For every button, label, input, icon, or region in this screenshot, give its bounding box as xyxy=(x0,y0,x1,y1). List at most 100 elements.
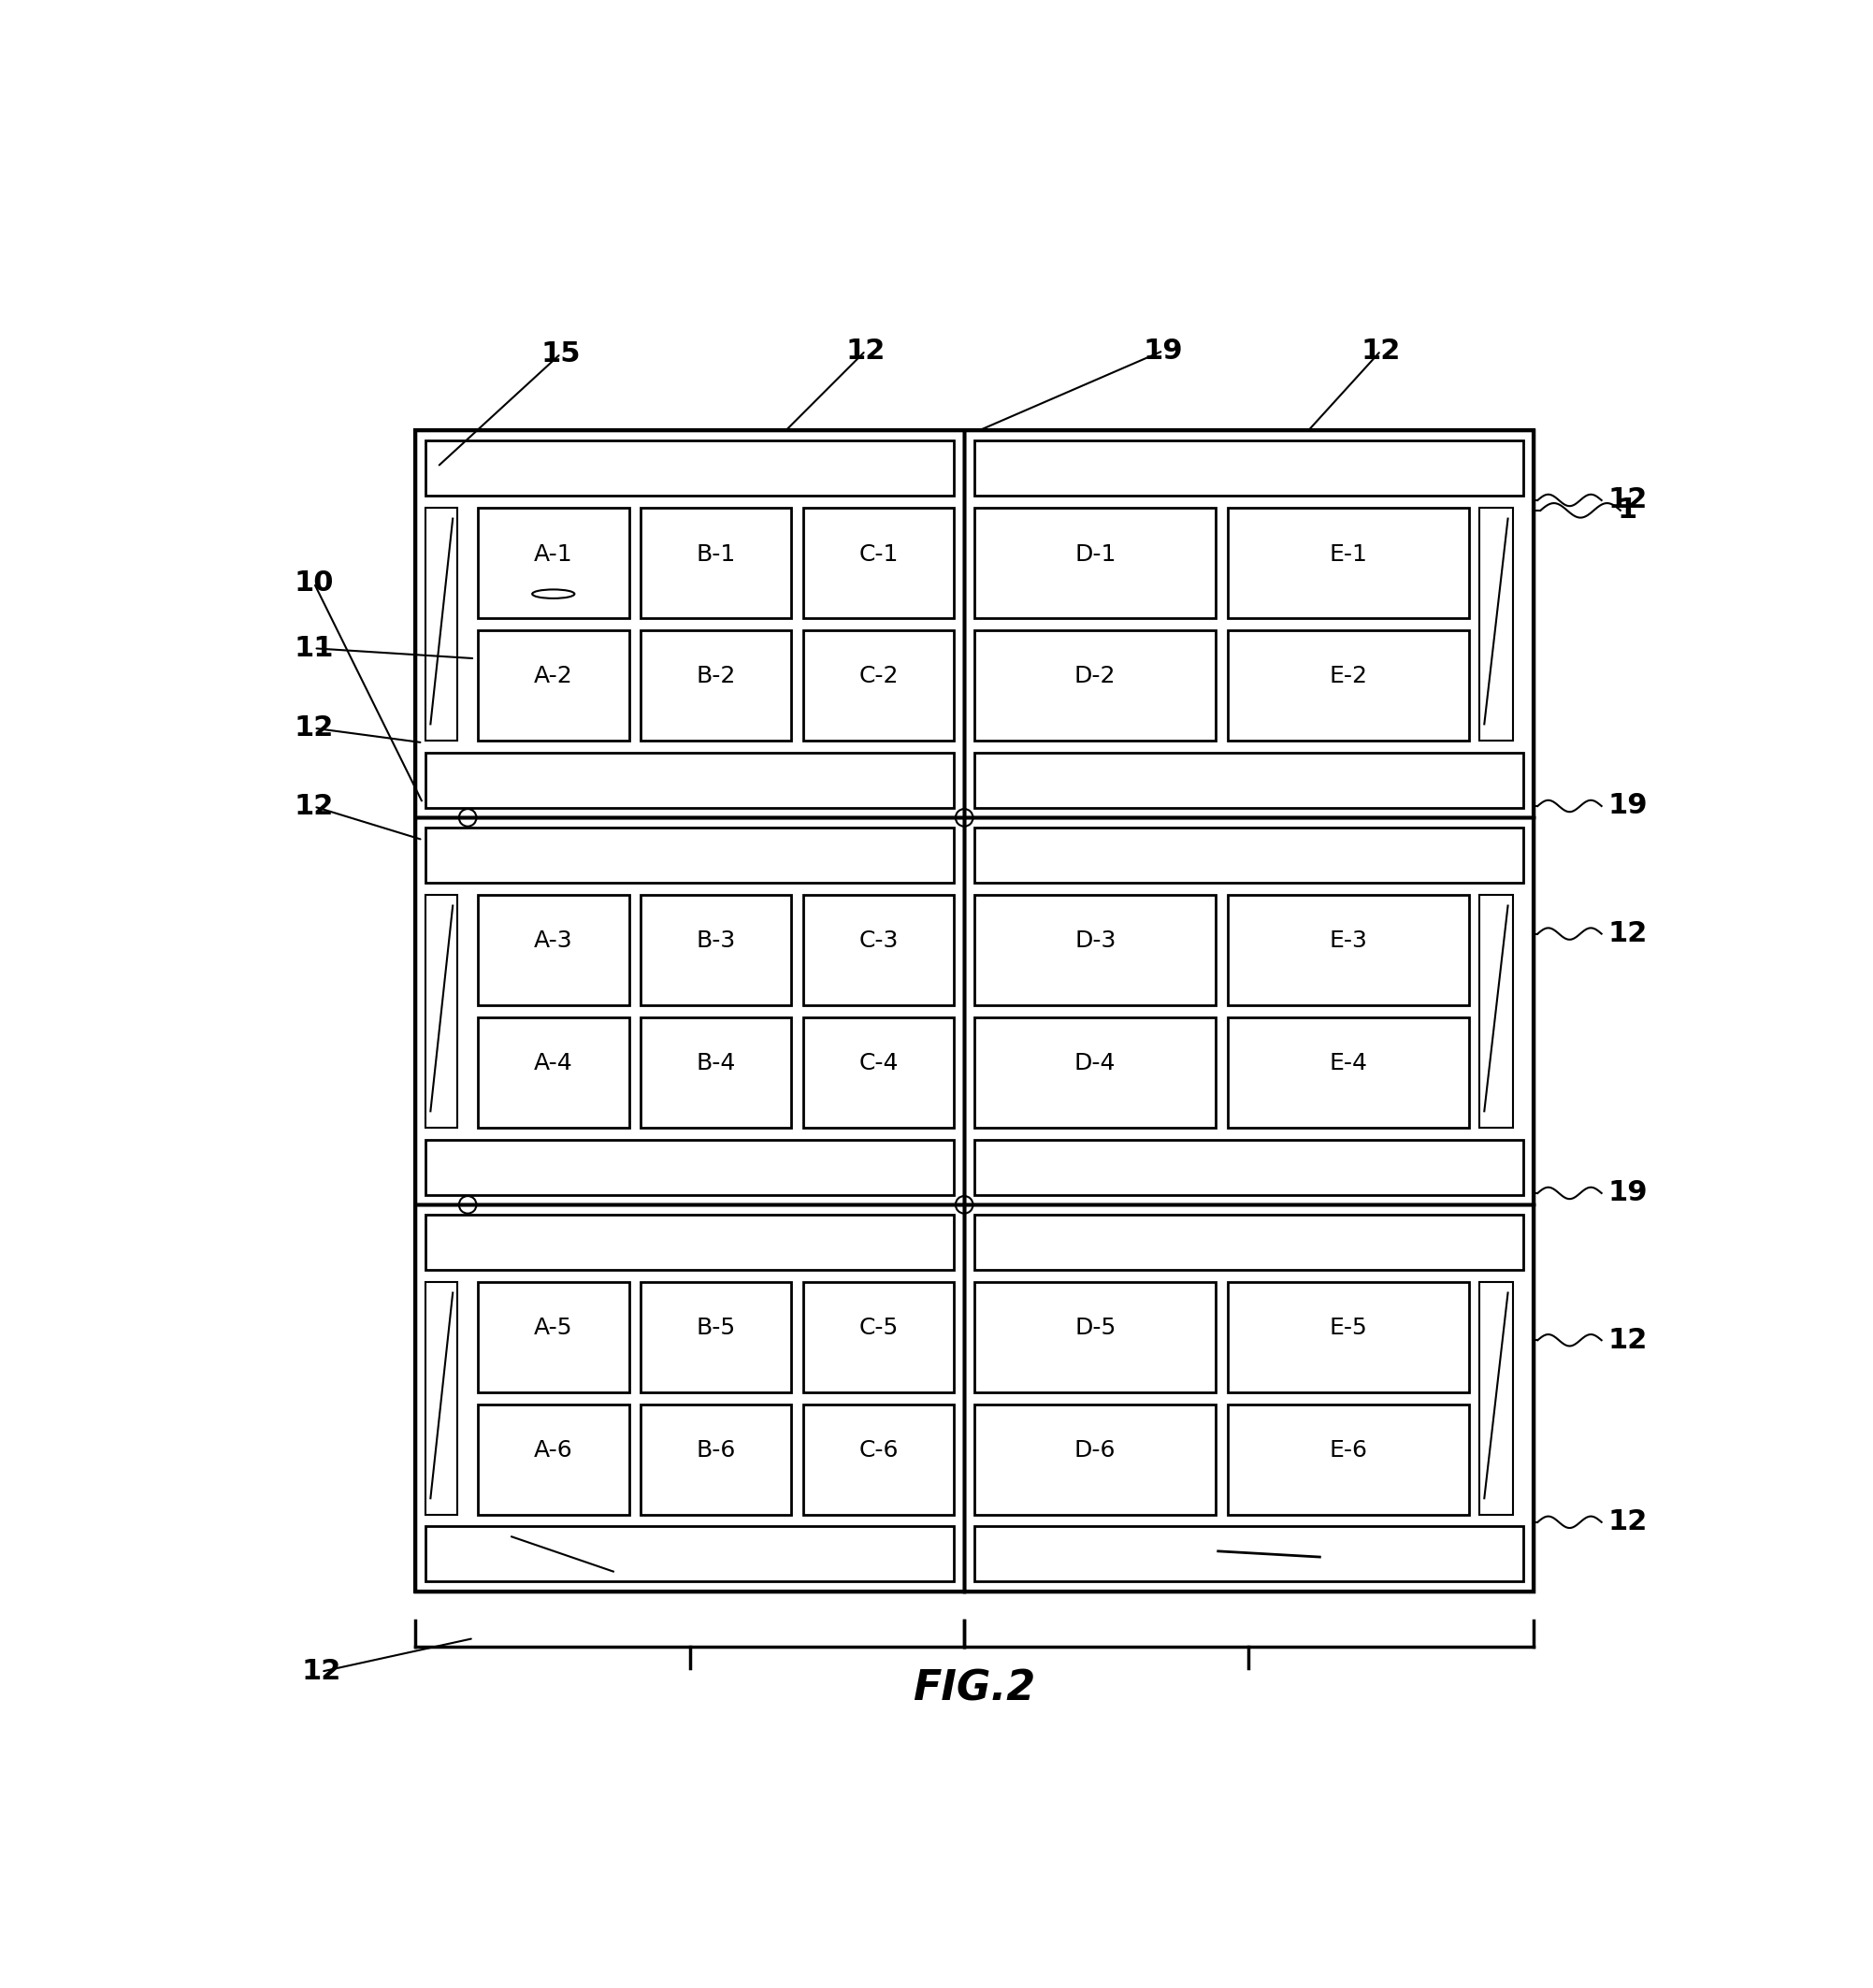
Text: 12: 12 xyxy=(847,338,886,364)
Bar xyxy=(974,630,1216,742)
Text: D-5: D-5 xyxy=(1075,1316,1116,1340)
Bar xyxy=(965,431,1534,817)
Bar xyxy=(425,441,953,495)
Bar xyxy=(804,630,953,742)
Bar xyxy=(641,1018,792,1127)
Bar xyxy=(416,1205,965,1592)
Bar xyxy=(425,1139,953,1195)
Text: B-3: B-3 xyxy=(697,930,736,952)
Bar xyxy=(641,1282,792,1392)
Bar xyxy=(1227,1404,1468,1515)
Bar xyxy=(1227,1018,1468,1127)
Text: 1: 1 xyxy=(1618,497,1637,525)
Text: 12: 12 xyxy=(294,793,333,821)
Bar xyxy=(425,1282,457,1515)
Bar xyxy=(1227,895,1468,1006)
Text: B-6: B-6 xyxy=(697,1439,736,1461)
Text: A-1: A-1 xyxy=(534,543,573,565)
Bar xyxy=(641,630,792,742)
Bar xyxy=(1480,895,1513,1127)
Text: 11: 11 xyxy=(294,634,333,662)
Bar xyxy=(965,817,1534,1205)
Text: C-5: C-5 xyxy=(860,1316,899,1340)
Text: E-6: E-6 xyxy=(1330,1439,1367,1461)
Bar xyxy=(974,1018,1216,1127)
Text: 10: 10 xyxy=(294,569,333,596)
Bar xyxy=(416,431,965,817)
Text: 12: 12 xyxy=(1607,920,1648,948)
Text: B-5: B-5 xyxy=(697,1316,736,1340)
Bar xyxy=(425,751,953,807)
Bar xyxy=(641,1404,792,1515)
Bar xyxy=(425,1527,953,1582)
Bar xyxy=(804,1404,953,1515)
Bar xyxy=(478,630,629,742)
Text: 19: 19 xyxy=(1143,338,1184,364)
Bar xyxy=(1480,1282,1513,1515)
Bar xyxy=(974,1215,1523,1270)
Bar xyxy=(478,1404,629,1515)
Text: FIG.2: FIG.2 xyxy=(912,1670,1036,1710)
Bar xyxy=(974,441,1523,495)
Text: D-3: D-3 xyxy=(1075,930,1116,952)
Text: 19: 19 xyxy=(1607,1179,1648,1207)
Bar xyxy=(804,1282,953,1392)
Text: B-4: B-4 xyxy=(697,1052,736,1076)
Bar xyxy=(425,1215,953,1270)
Bar xyxy=(1227,507,1468,618)
Bar xyxy=(965,1205,1534,1592)
Bar xyxy=(425,827,953,883)
Text: C-2: C-2 xyxy=(858,666,899,688)
Bar xyxy=(974,1139,1523,1195)
Bar xyxy=(425,895,457,1127)
Bar xyxy=(425,507,457,742)
Bar xyxy=(974,895,1216,1006)
Text: B-2: B-2 xyxy=(697,666,736,688)
Text: 19: 19 xyxy=(1607,793,1648,819)
Bar xyxy=(1227,1282,1468,1392)
Bar xyxy=(974,827,1523,883)
Text: A-5: A-5 xyxy=(534,1316,573,1340)
Text: E-5: E-5 xyxy=(1330,1316,1367,1340)
Bar xyxy=(804,507,953,618)
Bar xyxy=(804,895,953,1006)
Text: A-4: A-4 xyxy=(534,1052,573,1076)
Text: D-4: D-4 xyxy=(1075,1052,1116,1076)
Text: A-3: A-3 xyxy=(534,930,573,952)
Text: 12: 12 xyxy=(1607,487,1648,513)
Text: C-6: C-6 xyxy=(858,1439,899,1461)
Text: E-3: E-3 xyxy=(1330,930,1367,952)
Bar xyxy=(478,895,629,1006)
Text: B-1: B-1 xyxy=(697,543,736,565)
Text: D-6: D-6 xyxy=(1075,1439,1116,1461)
Text: 12: 12 xyxy=(294,714,333,742)
Text: A-6: A-6 xyxy=(534,1439,573,1461)
Text: 12: 12 xyxy=(1607,1509,1648,1535)
Text: C-1: C-1 xyxy=(860,543,899,565)
Bar xyxy=(974,751,1523,807)
Bar xyxy=(974,507,1216,618)
Bar xyxy=(974,1282,1216,1392)
Bar xyxy=(641,507,792,618)
Text: C-3: C-3 xyxy=(860,930,899,952)
Text: E-1: E-1 xyxy=(1330,543,1367,565)
Text: C-4: C-4 xyxy=(858,1052,899,1076)
Text: D-1: D-1 xyxy=(1075,543,1116,565)
Text: 12: 12 xyxy=(1607,1326,1648,1354)
Text: E-4: E-4 xyxy=(1330,1052,1367,1076)
Bar xyxy=(804,1018,953,1127)
Bar xyxy=(974,1527,1523,1582)
Bar xyxy=(478,1018,629,1127)
Text: D-2: D-2 xyxy=(1075,666,1116,688)
Bar xyxy=(974,1404,1216,1515)
Bar xyxy=(641,895,792,1006)
Text: E-2: E-2 xyxy=(1330,666,1367,688)
Bar xyxy=(1480,507,1513,742)
Bar xyxy=(1227,630,1468,742)
Bar xyxy=(416,817,965,1205)
Bar xyxy=(478,507,629,618)
Text: A-2: A-2 xyxy=(534,666,573,688)
Text: 12: 12 xyxy=(1362,338,1401,364)
Text: 12: 12 xyxy=(302,1658,341,1686)
Bar xyxy=(416,431,1534,1592)
